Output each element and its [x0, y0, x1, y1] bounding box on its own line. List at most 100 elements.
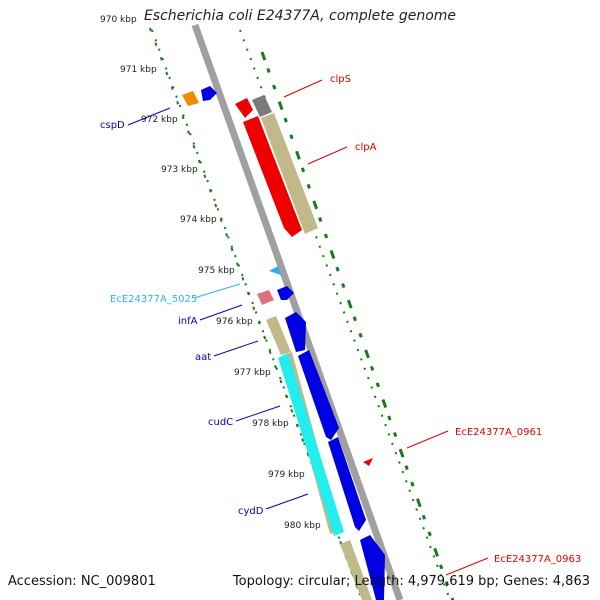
gene-EcE24377A_5025-arrow[interactable] — [269, 266, 281, 275]
gc-dash — [387, 415, 392, 421]
gene-aat-tan[interactable] — [266, 316, 291, 355]
gc-dash — [398, 448, 405, 458]
leader-aat — [213, 340, 259, 357]
gc-dot — [219, 218, 223, 222]
gene-label-cspD[interactable]: cspD — [100, 120, 125, 131]
gc-dash — [404, 465, 409, 471]
gc-dash — [312, 200, 319, 210]
leader-cudC — [235, 405, 281, 422]
gene-label-EcE24377A_0963[interactable]: EcE24377A_0963 — [494, 554, 581, 565]
gc-dot — [306, 453, 310, 457]
gc-dash — [410, 481, 415, 487]
kbp-tick: 978 kbp — [252, 419, 289, 429]
leader-clpS — [283, 79, 323, 98]
accession-text: Accession: NC_009801 — [8, 574, 156, 589]
gc-dot — [263, 335, 267, 340]
gc-dot — [236, 262, 239, 266]
gc-dash — [381, 398, 388, 408]
gene-infA-arrow[interactable] — [277, 286, 294, 300]
gene-label-clpS[interactable]: clpS — [330, 74, 351, 85]
kbp-tick: 979 kbp — [268, 470, 305, 480]
kbp-tick: 971 kbp — [120, 65, 157, 75]
gene-clpS-arrow[interactable] — [235, 98, 253, 118]
gene-grey-block[interactable] — [252, 95, 272, 117]
gc-dot — [208, 189, 212, 193]
gc-dash — [335, 266, 340, 272]
gc-dash — [289, 134, 294, 140]
gc-dot — [295, 423, 299, 428]
gc-dot — [257, 321, 261, 325]
map-title: Escherichia coli E24377A, complete genom… — [143, 8, 457, 24]
gc-dot — [203, 174, 207, 178]
gc-dot — [290, 409, 294, 413]
gc-dot — [149, 27, 152, 32]
gene-label-EcE24377A_5025[interactable]: EcE24377A_5025 — [110, 294, 197, 305]
gc-dash — [306, 183, 311, 189]
gc-dash — [346, 299, 353, 309]
gc-dot — [274, 365, 277, 369]
leader-EcE24377A_0963 — [445, 557, 489, 576]
gc-dash — [272, 84, 277, 90]
gene-cyan-arrow[interactable] — [278, 353, 344, 536]
gc-dash — [369, 365, 375, 371]
gc-dash — [260, 51, 267, 61]
leader-EcE24377A_5025 — [193, 283, 241, 299]
gene-cspD-blue[interactable] — [201, 86, 217, 101]
gc-dot — [230, 247, 234, 252]
leader-cspD — [127, 107, 171, 126]
kbp-tick: 976 kbp — [216, 317, 253, 327]
gc-dash — [300, 167, 306, 173]
leader-cydD — [265, 493, 309, 510]
genome-backbone — [191, 23, 404, 600]
gc-dot — [279, 379, 283, 384]
gc-dash — [421, 514, 427, 520]
gene-cudC-blue[interactable] — [298, 350, 339, 440]
gc-dash — [323, 233, 329, 239]
gc-dash — [283, 117, 288, 123]
gene-cspD-orange[interactable] — [182, 91, 199, 106]
gc-dot — [181, 115, 185, 120]
gene-pink-block[interactable] — [257, 290, 274, 305]
gene-label-aat[interactable]: aat — [195, 352, 211, 363]
gene-label-cudC[interactable]: cudC — [208, 417, 233, 428]
genome-summary-text: Topology: circular; Length: 4,979,619 bp… — [232, 574, 590, 589]
gc-dash — [450, 597, 455, 600]
kbp-tick: 970 kbp — [100, 15, 137, 25]
gc-dash — [427, 531, 432, 537]
gc-dash — [416, 498, 422, 508]
gene-cydD-blue[interactable] — [328, 437, 366, 531]
gc-dot — [301, 438, 305, 442]
gc-dashes-right — [260, 51, 455, 600]
gene-label-clpA[interactable]: clpA — [355, 142, 377, 153]
kbp-tick: 974 kbp — [180, 215, 217, 225]
gene-blue-bottom[interactable] — [360, 535, 385, 600]
gene-aat-blue[interactable] — [285, 312, 306, 352]
gc-dash — [364, 349, 370, 359]
gc-dash — [277, 101, 284, 111]
gc-dash — [352, 316, 357, 322]
gc-dot — [252, 306, 256, 310]
gene-label-EcE24377A_0961[interactable]: EcE24377A_0961 — [455, 427, 542, 438]
gc-dash — [439, 564, 444, 570]
gc-dot — [197, 159, 201, 164]
gene-label-infA[interactable]: infA — [178, 316, 198, 327]
gene-clpA-arrow[interactable] — [243, 116, 302, 237]
gc-dot — [187, 130, 190, 134]
gc-dash — [329, 250, 336, 260]
leader-clpA — [307, 146, 348, 165]
gc-dash — [266, 68, 271, 74]
kbp-tick: 975 kbp — [198, 266, 235, 276]
gc-dot — [165, 71, 169, 76]
gc-dash — [295, 150, 301, 160]
gc-dot — [225, 233, 229, 237]
gene-tan-bottom[interactable] — [340, 540, 372, 600]
leader-EcE24377A_0961 — [406, 430, 449, 449]
kbp-tick: 977 kbp — [234, 368, 271, 378]
gc-dot — [241, 277, 245, 281]
gc-dot — [192, 145, 196, 149]
gc-dot — [268, 350, 272, 354]
gene-tan-right[interactable] — [261, 113, 318, 234]
gene-label-cydD[interactable]: cydD — [238, 506, 264, 517]
gene-EcE24377A_0961-marker[interactable] — [363, 458, 373, 466]
